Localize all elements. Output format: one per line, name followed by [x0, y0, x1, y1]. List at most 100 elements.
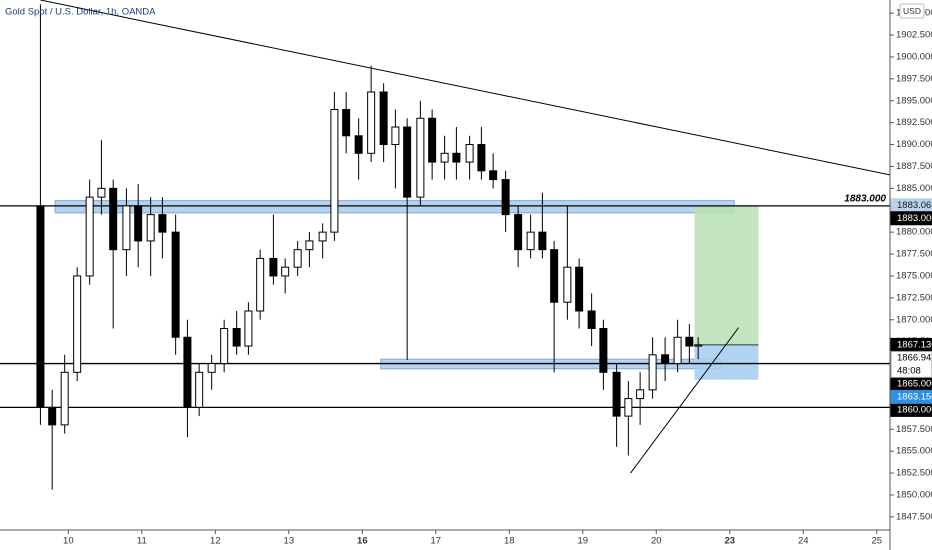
candle-body [318, 231, 327, 242]
x-tick-label: 18 [504, 536, 515, 547]
price-tag: 1865.000 [897, 378, 932, 389]
candle-body [60, 371, 69, 426]
y-tick-label: 1855.000 [896, 446, 932, 457]
candle-body [575, 266, 584, 312]
candle-body [391, 126, 400, 146]
candle-body [648, 354, 657, 391]
y-tick-label: 1877.500 [896, 249, 932, 260]
candle-body [97, 187, 106, 198]
y-tick-label: 1847.500 [896, 511, 932, 522]
candle-body [367, 91, 376, 154]
candle-body [636, 389, 645, 400]
plot-area: 1883.000 [0, 0, 891, 490]
y-tick-label: 1880.000 [896, 227, 932, 238]
price-tag: 1860.000 [897, 404, 932, 415]
candle-body [146, 214, 155, 242]
candle-body [158, 214, 167, 233]
price-axis [890, 0, 932, 550]
price-tag: 1863.150 [897, 391, 932, 402]
candle-body [73, 275, 82, 373]
candle-body [207, 363, 216, 373]
x-tick-label: 17 [431, 536, 442, 547]
candle-body [599, 328, 608, 373]
candle-body [550, 249, 559, 303]
price-tag: 1883.000 [897, 213, 932, 224]
candle-body [489, 170, 498, 181]
x-tick-label: 20 [651, 536, 662, 547]
y-tick-label: 1852.500 [896, 468, 932, 479]
candle-body [232, 328, 241, 347]
candle-body [305, 240, 314, 251]
candle-body [256, 257, 265, 312]
y-tick-label: 1885.000 [896, 183, 932, 194]
candle-body [452, 152, 461, 163]
trendline [630, 327, 740, 474]
x-tick-label: 12 [210, 536, 221, 547]
candle-body [109, 187, 118, 251]
candle-body [36, 205, 45, 408]
candle-body [587, 310, 596, 330]
y-tick-label: 1900.000 [896, 51, 932, 62]
candle-body [244, 310, 253, 347]
x-tick-label: 16 [357, 536, 368, 547]
horizontal-line-label: 1883.000 [844, 194, 886, 205]
candle-body [403, 126, 412, 198]
candle-body [281, 266, 290, 277]
axes: 1847.500 1850.000 1852.500 1855.000 1857.500… [63, 8, 932, 547]
candle-body [293, 249, 302, 268]
y-tick-label: 1887.500 [896, 161, 932, 172]
y-tick-label: 1850.000 [896, 489, 932, 500]
candle-body [195, 371, 204, 408]
candle-body [526, 231, 535, 251]
candle-body [416, 117, 425, 198]
candle-body [440, 152, 449, 163]
x-tick-label: 13 [284, 536, 295, 547]
currency-box[interactable] [899, 3, 925, 19]
candle-body [354, 135, 363, 154]
price-tag-bg [890, 350, 932, 378]
price-tag: 1883.069 [897, 200, 932, 211]
x-tick-label: 23 [724, 536, 735, 547]
y-tick-label: 1890.000 [896, 139, 932, 150]
candle-body [501, 179, 510, 216]
candle-body [694, 344, 703, 347]
candle-body [563, 266, 572, 303]
y-tick-label: 1870.000 [896, 314, 932, 325]
candle-body [685, 336, 694, 347]
trendline [40, 0, 891, 176]
candle-body [661, 354, 670, 365]
y-tick-label: 1872.500 [896, 292, 932, 303]
y-tick-label: 1897.500 [896, 73, 932, 84]
candle-body [477, 144, 486, 172]
candle-body [624, 398, 633, 417]
candle-body [122, 205, 131, 251]
y-tick-label: 1875.000 [896, 270, 932, 281]
candle-body [330, 109, 339, 233]
candle-body [379, 91, 388, 146]
candle-body [465, 144, 474, 163]
x-tick-label: 19 [578, 536, 589, 547]
candle-body [220, 328, 229, 365]
candle-body [612, 371, 621, 417]
loss-zone [694, 344, 759, 380]
candle-body [538, 231, 547, 251]
currency-label[interactable]: USD [903, 6, 921, 16]
candle-body [85, 196, 94, 277]
x-tick-label: 10 [63, 536, 74, 547]
candle-body [514, 214, 523, 251]
support-zone [54, 200, 735, 214]
y-tick-label: 1895.000 [896, 95, 932, 106]
price-tag: 1867.130 [897, 339, 932, 350]
candle-body [183, 336, 192, 408]
y-tick-label: 1902.500 [896, 30, 932, 41]
candle-body [673, 336, 682, 365]
x-tick-label: 24 [798, 536, 809, 547]
candle-body [171, 231, 180, 338]
candle-body [134, 205, 143, 242]
candle-body [342, 109, 351, 137]
chart-title: Gold Spot / U.S. Dollar, 1h, OANDA [5, 7, 156, 18]
x-tick-label: 11 [137, 536, 147, 547]
candle-body [428, 117, 437, 163]
